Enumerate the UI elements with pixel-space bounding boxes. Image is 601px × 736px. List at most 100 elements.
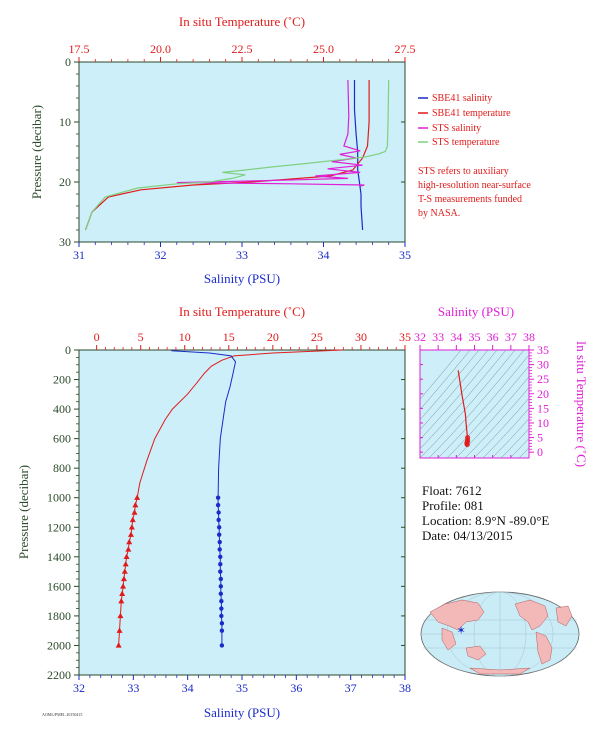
density-contour [473,397,529,458]
density-contour [482,408,529,458]
bottom-pres-tick-label: 2200 [47,668,71,682]
salinity-circle-marker [216,525,222,530]
ts-sal-tick-label: 38 [523,330,535,344]
top-temp-tick-label: 27.5 [395,42,416,56]
salinity-circle-marker [219,613,224,619]
top-temp-tick-label: 17.5 [69,42,90,56]
temperature-triangle-marker [131,509,138,515]
profile-number: Profile: 081 [422,498,484,513]
float-marker-star: ✶ [456,625,465,637]
salinity-circle-marker [218,569,223,574]
bottom-sal-tick-label: 34 [182,681,194,695]
bottom-temp-tick-label: 25 [311,330,323,344]
density-contour [420,350,516,458]
bottom-axis-ticks: 0 5 10 15 20 25 30 35 32 33 34 35 36 37 38 0 200 400 600 80… [47,330,411,695]
bottom-sal-tick-label: 36 [290,681,302,695]
salinity-circle-marker [215,502,221,508]
salinity-circle-marker [219,628,225,633]
location: Location: 8.9°N -89.0°E [422,513,549,528]
top-sal-tick-label: 34 [318,248,330,262]
salinity-circle-marker [217,547,222,552]
ts-temp-tick-label: 10 [537,416,549,430]
ts-sal-tick-label: 37 [505,330,517,344]
annotation-line-4: by NASA. [418,208,460,219]
bottom-pres-tick-label: 200 [53,373,71,387]
ts-deep-point [464,441,470,448]
density-contour [446,365,529,458]
temperature-triangle-marker [116,627,123,633]
ts-temp-tick-label: 0 [537,445,543,459]
density-contour [420,350,507,450]
ts-temperature-axis-label: In situ Temperature (˚C) [574,341,589,467]
top-series-sbe41-temperature [84,80,370,231]
top-series-group [84,79,390,231]
bottom-panel: In situ Temperature (˚C) Salinity (PSU) … [16,304,411,720]
bottom-sal-tick-label: 37 [345,681,357,695]
legend-label-sts-temperature: STS temperature [432,137,500,148]
ts-salinity-axis-label: Salinity (PSU) [438,304,514,319]
density-contour [437,354,529,458]
temperature-triangle-marker [125,546,132,552]
bottom-sal-tick-label: 32 [73,681,85,695]
ts-temp-tick-label: 5 [537,431,543,445]
bottom-temp-tick-label: 15 [223,330,235,344]
temperature-triangle-marker [122,561,129,567]
sts-annotation: STS refers to auxiliary high-resolution … [418,166,531,219]
bottom-salinity-axis-label: Salinity (PSU) [204,705,280,720]
legend-label-sts-salinity: STS salinity [432,123,481,134]
temperature-triangle-marker [128,524,135,530]
ts-sal-tick-label: 33 [432,330,444,344]
ts-density-contours [420,350,529,458]
ts-sal-tick-label: 35 [469,330,481,344]
ts-sal-tick-label: 34 [450,330,462,344]
top-panel: In situ Temperature (˚C) Salinity (PSU) … [29,14,531,286]
bottom-pres-tick-label: 1200 [47,520,71,534]
float-info: Float: 7612 Profile: 081 Location: 8.9°N… [422,483,549,543]
temperature-triangle-marker [127,531,134,537]
ts-temp-tick-label: 35 [537,343,549,357]
bottom-sal-tick-label: 35 [236,681,248,695]
density-contour [500,428,529,458]
footer-tag: AOML/PMEL 20150415 [42,712,82,717]
ts-plot-area [419,349,530,459]
temperature-triangle-marker [129,516,136,523]
bottom-pres-tick-label: 2000 [47,638,71,652]
density-contour [464,387,529,458]
density-contour [491,418,529,458]
legend-label-sbe41-temperature: SBE41 temperature [432,108,511,119]
bottom-series-group [115,349,343,648]
bottom-temp-tick-label: 30 [355,330,367,344]
top-temperature-axis-label: In situ Temperature (˚C) [179,14,305,29]
top-series-sts-salinity [176,79,365,187]
legend-label-sbe41-salinity: SBE41 salinity [432,93,492,104]
bottom-temp-tick-label: 35 [399,330,411,344]
bottom-temp-tick-label: 0 [94,330,100,344]
top-series-sbe41-salinity [353,80,364,231]
bottom-temp-tick-label: 10 [179,330,191,344]
temperature-triangle-marker [123,553,130,560]
temperature-triangle-marker [132,501,139,508]
bottom-sal-tick-label: 38 [399,681,411,695]
bottom-pres-tick-label: 400 [53,402,71,416]
top-sal-tick-label: 32 [155,248,167,262]
float-location-marker: ✶ [456,625,465,637]
salinity-circle-marker [216,510,221,515]
ts-temp-tick-label: 20 [537,387,549,401]
temperature-triangle-marker [120,583,127,589]
ts-series-group [457,370,471,448]
top-pres-tick-label: 10 [59,115,71,129]
float-id: Float: 7612 [422,483,482,498]
ts-sal-tick-label: 32 [414,330,426,344]
temperature-triangle-marker [120,575,127,582]
salinity-circle-marker [219,598,224,604]
salinity-circle-marker [218,562,223,567]
bottom-pres-tick-label: 1800 [47,609,71,623]
top-pressure-axis-label: Pressure (decibar) [29,105,44,199]
bottom-pres-tick-label: 1400 [47,550,71,564]
bottom-pres-tick-label: 0 [65,343,71,357]
ts-inset: Salinity (PSU) In situ Temperature (˚C) … [414,304,589,467]
bottom-sal-tick-label: 33 [127,681,139,695]
date: Date: 04/13/2015 [422,528,513,543]
temperature-triangle-marker [117,612,124,619]
